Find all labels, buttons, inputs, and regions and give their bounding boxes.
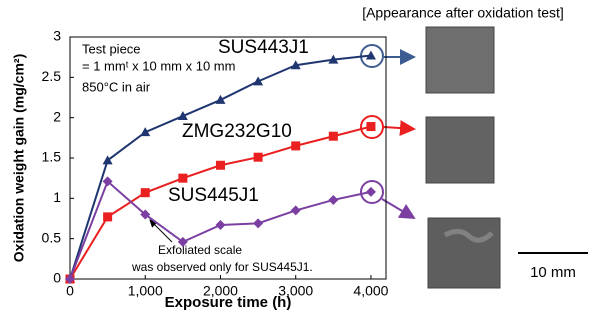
y-axis-label: Oxidation weight gain (mg/cm²) <box>11 54 27 262</box>
point <box>215 95 225 104</box>
series-label: SUS445J1 <box>168 185 259 206</box>
photo <box>426 117 494 183</box>
point <box>178 174 187 183</box>
photo <box>426 27 494 93</box>
point <box>103 212 112 221</box>
point <box>366 187 376 197</box>
arrow <box>384 127 414 129</box>
chart: [Appearance after oxidation test] 10 mm … <box>0 0 614 320</box>
photo <box>428 218 500 288</box>
x-tick-label: 3,000 <box>278 283 313 299</box>
annotation: was observed only for SUS445J1. <box>131 260 313 274</box>
annotation: Test piece <box>82 41 141 56</box>
point <box>366 122 375 131</box>
x-tick-label: 4,000 <box>353 283 388 299</box>
y-tick-label: 0.5 <box>42 229 62 245</box>
x-tick-label: 2,000 <box>203 283 238 299</box>
y-tick-label: 2.5 <box>42 68 62 84</box>
series-label: ZMG232G10 <box>182 121 292 142</box>
point <box>291 141 300 150</box>
x-tick-label: 1,000 <box>128 283 163 299</box>
y-tick-label: 3 <box>53 28 61 44</box>
y-tick-label: 0 <box>53 270 61 286</box>
series-label: SUS443J1 <box>218 37 309 58</box>
y-tick-label: 1 <box>53 189 61 205</box>
arrow <box>382 199 414 218</box>
point <box>216 161 225 170</box>
point <box>141 188 150 197</box>
annotation: 850°C in air <box>82 79 151 94</box>
point <box>253 218 263 228</box>
annotation: Exfoliated scale <box>158 243 242 257</box>
point <box>329 132 338 141</box>
point <box>215 220 225 230</box>
annotation: = 1 mmᵗ x 10 mm x 10 mm <box>82 58 235 73</box>
point <box>254 153 263 162</box>
x-tick-label: 0 <box>66 283 74 299</box>
y-tick-label: 2 <box>53 108 61 124</box>
y-tick-label: 1.5 <box>42 149 62 165</box>
point <box>291 205 301 215</box>
point <box>328 195 338 205</box>
scale-label: 10 mm <box>530 264 576 281</box>
photo-title: [Appearance after oxidation test] <box>362 5 564 21</box>
